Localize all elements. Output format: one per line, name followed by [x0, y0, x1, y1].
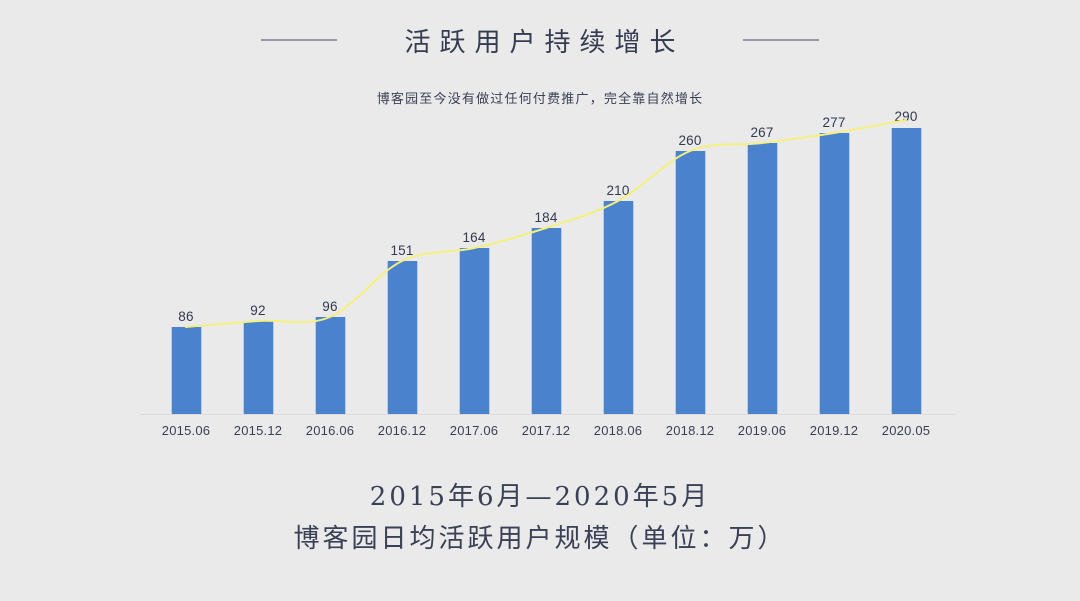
title-row: 活跃用户持续增长	[0, 18, 1080, 62]
bar-2019.06[interactable]	[746, 143, 778, 414]
chart-caption: 2015年6月—2020年5月 博客园日均活跃用户规模（单位：万）	[0, 476, 1080, 560]
bar-2019.12[interactable]	[818, 133, 850, 414]
page-subtitle: 博客园至今没有做过任何付费推广，完全靠自然增长	[376, 92, 704, 107]
bar-value-label: 267	[750, 124, 774, 140]
bar-value-label: 164	[462, 229, 486, 245]
bar-2018.12[interactable]	[674, 151, 706, 414]
bar-group: 92	[222, 110, 294, 414]
bar-group: 151	[366, 110, 438, 414]
bar-value-label: 290	[894, 109, 918, 124]
x-tick-label: 2017.12	[521, 423, 571, 438]
chart-plot-area: 86 92 96 151 164 184 210 260 267 277 290	[150, 110, 940, 414]
bar-2017.12[interactable]	[530, 228, 562, 414]
x-axis-labels: 2015.06 2015.12 2016.06 2016.12 2017.06 2017.…	[150, 423, 940, 445]
bar-value-label: 86	[178, 308, 194, 324]
x-tick-label: 2016.06	[305, 423, 355, 438]
bar-chart: 86 92 96 151 164 184 210 260 267 277 290 2015.06 20…	[140, 110, 955, 445]
x-tick-label: 2015.06	[161, 423, 211, 438]
bar-value-label: 210	[606, 182, 630, 198]
x-tick-label: 2015.12	[233, 423, 283, 438]
bar-group: 96	[294, 110, 366, 414]
bar-group: 267	[726, 110, 798, 414]
bar-group: 277	[798, 110, 870, 414]
bar-group: 210	[582, 110, 654, 414]
x-tick-label: 2020.05	[881, 423, 931, 438]
bar-value-label: 96	[322, 298, 338, 314]
chart-baseline	[140, 414, 955, 415]
x-tick-label: 2018.12	[665, 423, 715, 438]
bar-group: 86	[150, 110, 222, 414]
caption-line-1: 2015年6月—2020年5月	[369, 482, 711, 512]
bar-group: 290	[870, 110, 942, 414]
bar-2020.05[interactable]	[890, 127, 922, 414]
bar-2016.12[interactable]	[386, 261, 418, 414]
x-tick-label: 2017.06	[449, 423, 499, 438]
title-rule-left	[261, 39, 338, 41]
bar-2015.12[interactable]	[242, 321, 274, 414]
bar-2017.06[interactable]	[458, 248, 490, 414]
title-rule-right	[742, 39, 819, 41]
bar-value-label: 260	[678, 132, 702, 148]
x-tick-label: 2018.06	[593, 423, 643, 438]
bar-value-label: 151	[390, 242, 414, 258]
bar-2016.06[interactable]	[314, 317, 346, 414]
bar-value-label: 92	[250, 302, 266, 318]
bar-2015.06[interactable]	[170, 327, 202, 414]
x-tick-label: 2016.12	[377, 423, 427, 438]
bar-group: 260	[654, 110, 726, 414]
caption-line-2: 博客园日均活跃用户规模（单位：万）	[293, 524, 787, 554]
x-tick-label: 2019.12	[809, 423, 859, 438]
bar-2018.06[interactable]	[602, 201, 634, 414]
page-title: 活跃用户持续增长	[404, 27, 685, 58]
x-tick-label: 2019.06	[737, 423, 787, 438]
bar-group: 164	[438, 110, 510, 414]
bar-value-label: 277	[822, 114, 846, 130]
bar-group: 184	[510, 110, 582, 414]
bar-value-label: 184	[534, 209, 558, 225]
